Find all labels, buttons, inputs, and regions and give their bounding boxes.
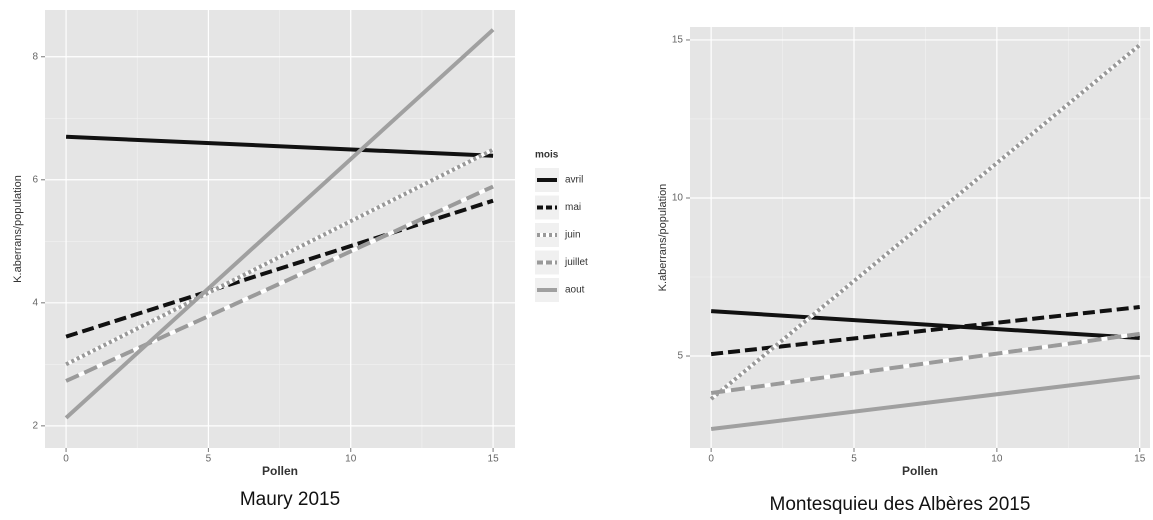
legend-label: mai: [565, 202, 581, 213]
x-axis-label: Pollen: [902, 464, 938, 478]
legend-label: avril: [565, 175, 583, 186]
x-axis-label: Pollen: [262, 464, 298, 478]
series-line: [710, 305, 1140, 357]
series-line: [64, 28, 495, 420]
x-tick-label: 5: [206, 454, 212, 465]
legend-label: aout: [565, 285, 585, 296]
x-tick-label: 15: [488, 454, 500, 465]
x-tick-label: 5: [851, 454, 857, 465]
series-line: [709, 43, 1141, 401]
legend-label: juillet: [564, 257, 588, 268]
x-tick-label: 0: [63, 454, 69, 465]
y-tick-label: 8: [32, 51, 38, 62]
y-tick-label: 4: [32, 297, 38, 308]
legend-label: juin: [564, 230, 581, 241]
x-tick-label: 0: [708, 454, 714, 465]
y-tick-label: 6: [32, 174, 38, 185]
chart-caption: Maury 2015: [240, 489, 340, 510]
y-axis-label: K.aberrans/population: [12, 175, 24, 283]
x-tick-label: 10: [345, 454, 357, 465]
series-line: [65, 198, 494, 339]
series-line: [711, 309, 1140, 341]
series-line: [710, 331, 1140, 395]
x-tick-label: 10: [991, 454, 1003, 465]
chart-caption: Montesquieu des Albères 2015: [770, 494, 1031, 515]
y-tick-label: 5: [677, 351, 683, 362]
x-tick-label: 15: [1134, 454, 1146, 465]
series-line: [65, 147, 494, 367]
series-line: [65, 134, 494, 158]
y-axis-label: K.aberrans/population: [657, 184, 669, 292]
legend-title: mois: [535, 150, 559, 161]
plot-panel: [690, 27, 1150, 448]
y-tick-label: 10: [672, 193, 684, 204]
y-tick-label: 15: [672, 35, 684, 46]
series-line: [65, 184, 494, 383]
y-tick-label: 2: [32, 420, 38, 431]
series-line: [710, 374, 1140, 432]
